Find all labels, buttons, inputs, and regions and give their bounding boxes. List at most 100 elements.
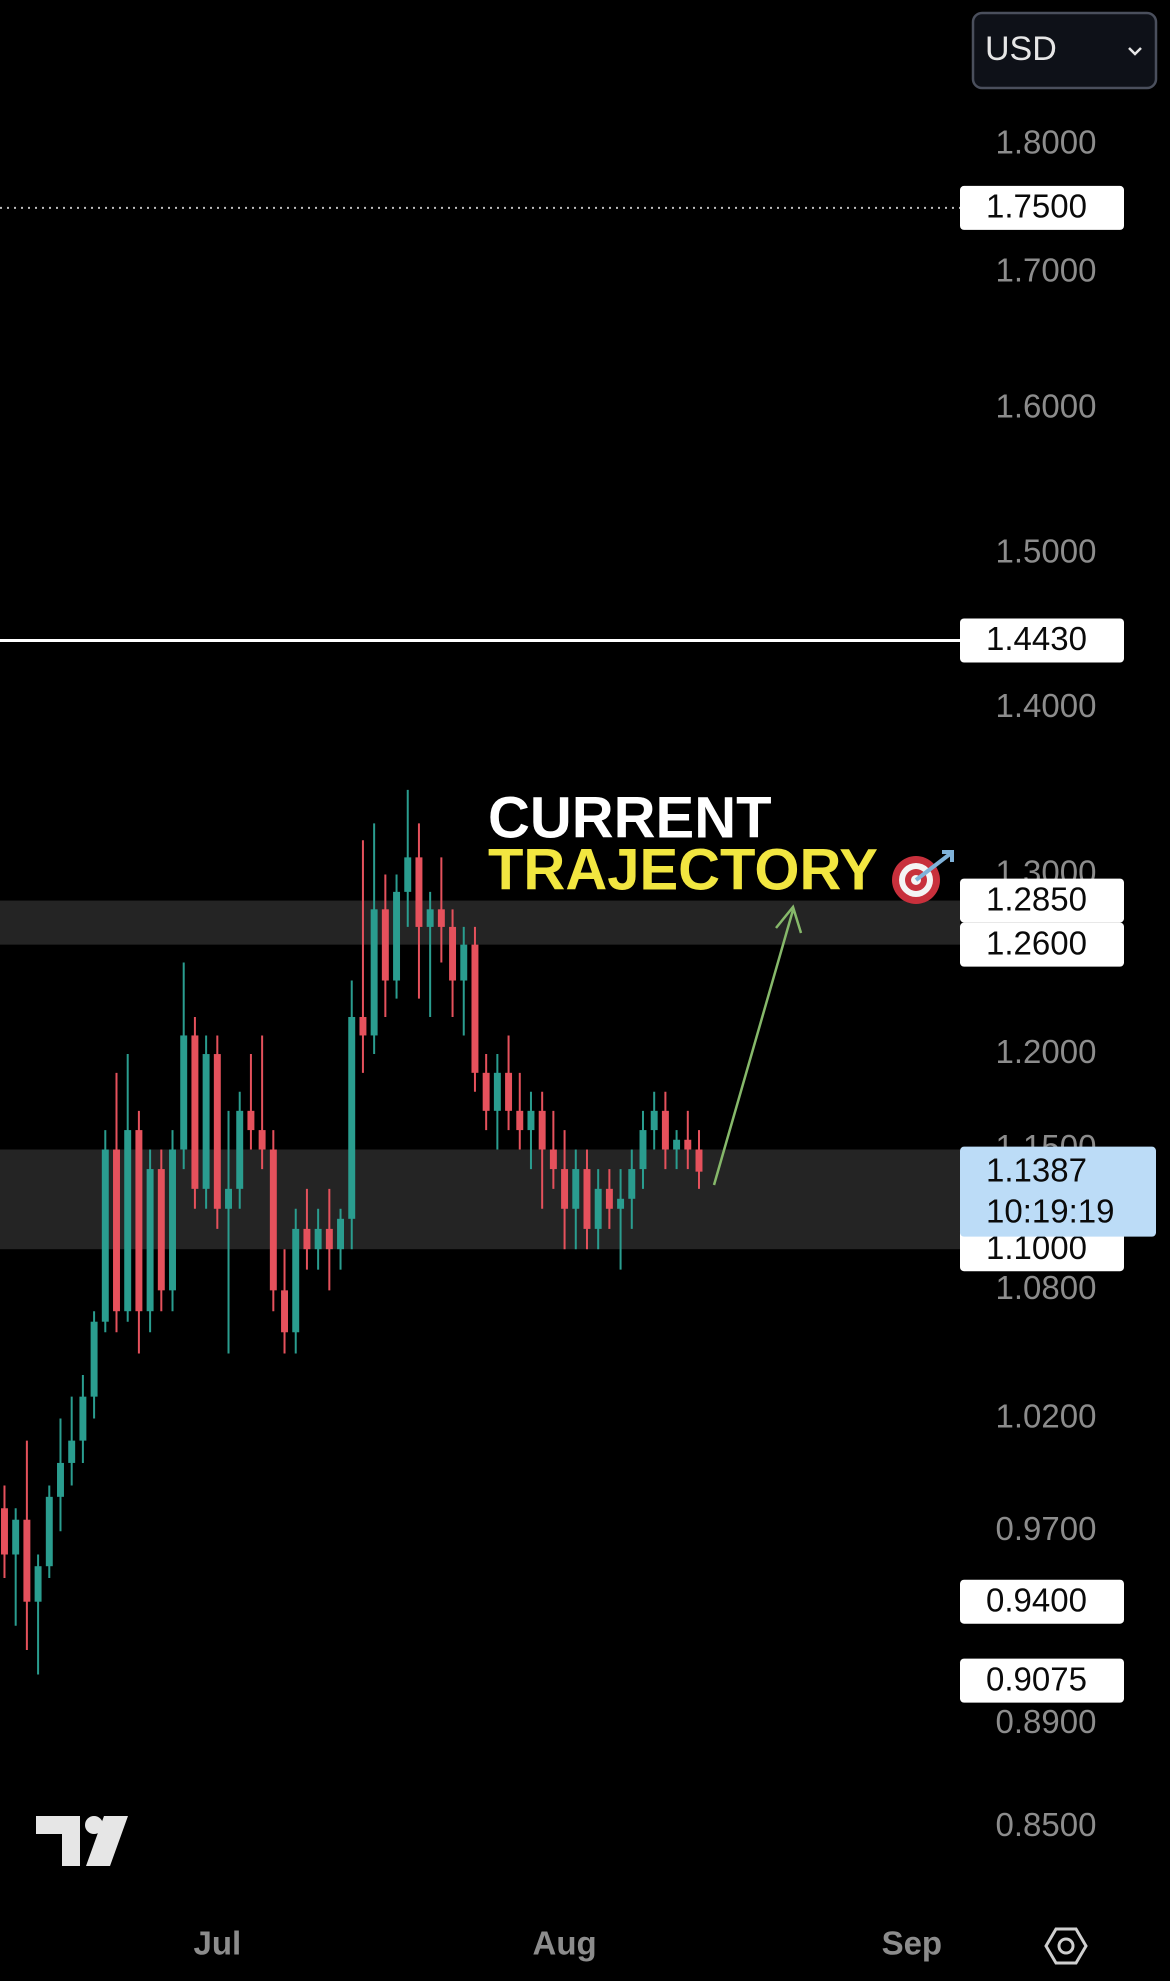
candle-body — [135, 1130, 143, 1312]
y-tick-label: 1.2000 — [996, 1033, 1097, 1070]
candle-body — [202, 1054, 210, 1189]
price-label: 0.9075 — [986, 1660, 1087, 1697]
zone — [0, 1149, 960, 1250]
current-price-label: 1.1387 — [986, 1151, 1087, 1188]
price-label: 1.4430 — [986, 620, 1087, 657]
price-label: 0.9400 — [986, 1581, 1087, 1618]
candle-body — [348, 1016, 356, 1219]
candle-body — [258, 1130, 266, 1150]
candle-body — [493, 1072, 501, 1111]
countdown-label: 10:19:19 — [986, 1192, 1114, 1229]
price-labels: 1.75001.44301.28501.26001.10000.94000.90… — [960, 185, 1156, 1703]
candle-body — [180, 1035, 188, 1150]
candle-body — [113, 1149, 120, 1312]
candle-body — [426, 909, 434, 927]
candle-body — [538, 1110, 546, 1150]
candle-body — [247, 1110, 255, 1131]
candle-body — [449, 926, 457, 981]
candle-body — [561, 1169, 569, 1209]
candle-body — [505, 1072, 513, 1111]
logo-t — [36, 1816, 80, 1866]
logo-v — [86, 1816, 128, 1866]
annotation-text: TRAJECTORY — [488, 837, 878, 902]
candle-body — [45, 1496, 53, 1567]
candle-body — [101, 1149, 109, 1322]
candle-body — [482, 1072, 490, 1111]
annotation-text: CURRENT — [488, 785, 772, 850]
candle-body — [303, 1228, 311, 1250]
price-label-box — [960, 878, 1124, 923]
y-tick-label: 1.6000 — [996, 388, 1097, 425]
tradingview-logo[interactable] — [36, 1816, 128, 1866]
candle-body — [281, 1290, 288, 1333]
candle-body — [639, 1130, 647, 1170]
chevron — [1128, 47, 1142, 56]
candle-body — [359, 1016, 367, 1036]
candle-body — [437, 909, 445, 927]
candle-body — [337, 1218, 345, 1250]
candle-body — [695, 1149, 703, 1172]
candle-body — [393, 891, 401, 981]
candle-body — [673, 1139, 681, 1150]
currency-label: USD — [985, 30, 1057, 68]
candle-body — [415, 857, 423, 927]
price-label-box — [960, 1579, 1124, 1624]
settings-dot — [1057, 1937, 1075, 1955]
trajectory-arrow — [712, 909, 795, 1186]
zone — [0, 900, 960, 945]
candle-body — [314, 1228, 322, 1250]
candle-body — [661, 1110, 669, 1150]
candle-body — [146, 1169, 154, 1312]
candle-body — [605, 1188, 613, 1209]
candle-body — [225, 1188, 232, 1209]
candle-body — [68, 1440, 76, 1463]
price-label: 1.2600 — [986, 924, 1087, 961]
y-axis: 1.80001.70001.60001.50001.40001.30001.20… — [996, 123, 1097, 1843]
candle-body — [471, 944, 479, 1073]
candle-body — [12, 1519, 20, 1555]
price-label-box — [960, 185, 1124, 230]
candle-body — [124, 1130, 132, 1312]
candle-body — [617, 1198, 625, 1209]
candle-body — [572, 1169, 580, 1209]
y-tick-label: 0.9700 — [996, 1510, 1097, 1547]
price-label-box — [960, 922, 1124, 967]
price-lines — [0, 206, 960, 643]
currency-select[interactable]: USD — [971, 11, 1158, 90]
x-tick-label: Jul — [193, 1925, 241, 1962]
price-label: 1.7500 — [986, 188, 1087, 225]
arrow-head — [775, 904, 803, 934]
candle-body — [594, 1188, 602, 1229]
y-tick-label: 1.7000 — [996, 252, 1097, 289]
settings-button[interactable] — [1044, 1927, 1088, 1965]
candle-body — [34, 1566, 42, 1602]
x-axis: Jul Aug Sep — [193, 1925, 942, 1962]
candle-body — [527, 1110, 535, 1131]
candle-body — [1, 1508, 8, 1555]
candle-body — [516, 1110, 524, 1131]
y-tick-label: 0.8900 — [996, 1703, 1097, 1740]
y-tick-label: 1.4000 — [996, 687, 1097, 724]
candle-body — [549, 1149, 557, 1170]
x-tick-label: Sep — [882, 1925, 943, 1962]
candle-body — [325, 1228, 333, 1250]
x-tick-label: Aug — [532, 1925, 596, 1962]
settings-hexagon[interactable] — [1044, 1927, 1088, 1965]
candle-body — [684, 1139, 692, 1150]
candle-body — [236, 1110, 244, 1189]
candle-body — [404, 857, 412, 892]
price-label-box — [960, 618, 1124, 663]
y-tick-label: 1.0200 — [996, 1397, 1097, 1434]
candle-body — [292, 1228, 300, 1333]
y-tick-label: 1.0800 — [996, 1269, 1097, 1306]
candle-body — [269, 1149, 277, 1291]
candle-body — [79, 1396, 87, 1441]
y-tick-label: 1.5000 — [996, 532, 1097, 569]
select-box[interactable] — [971, 11, 1158, 90]
price-label-box — [960, 1658, 1124, 1703]
current-price-box — [960, 1146, 1156, 1237]
